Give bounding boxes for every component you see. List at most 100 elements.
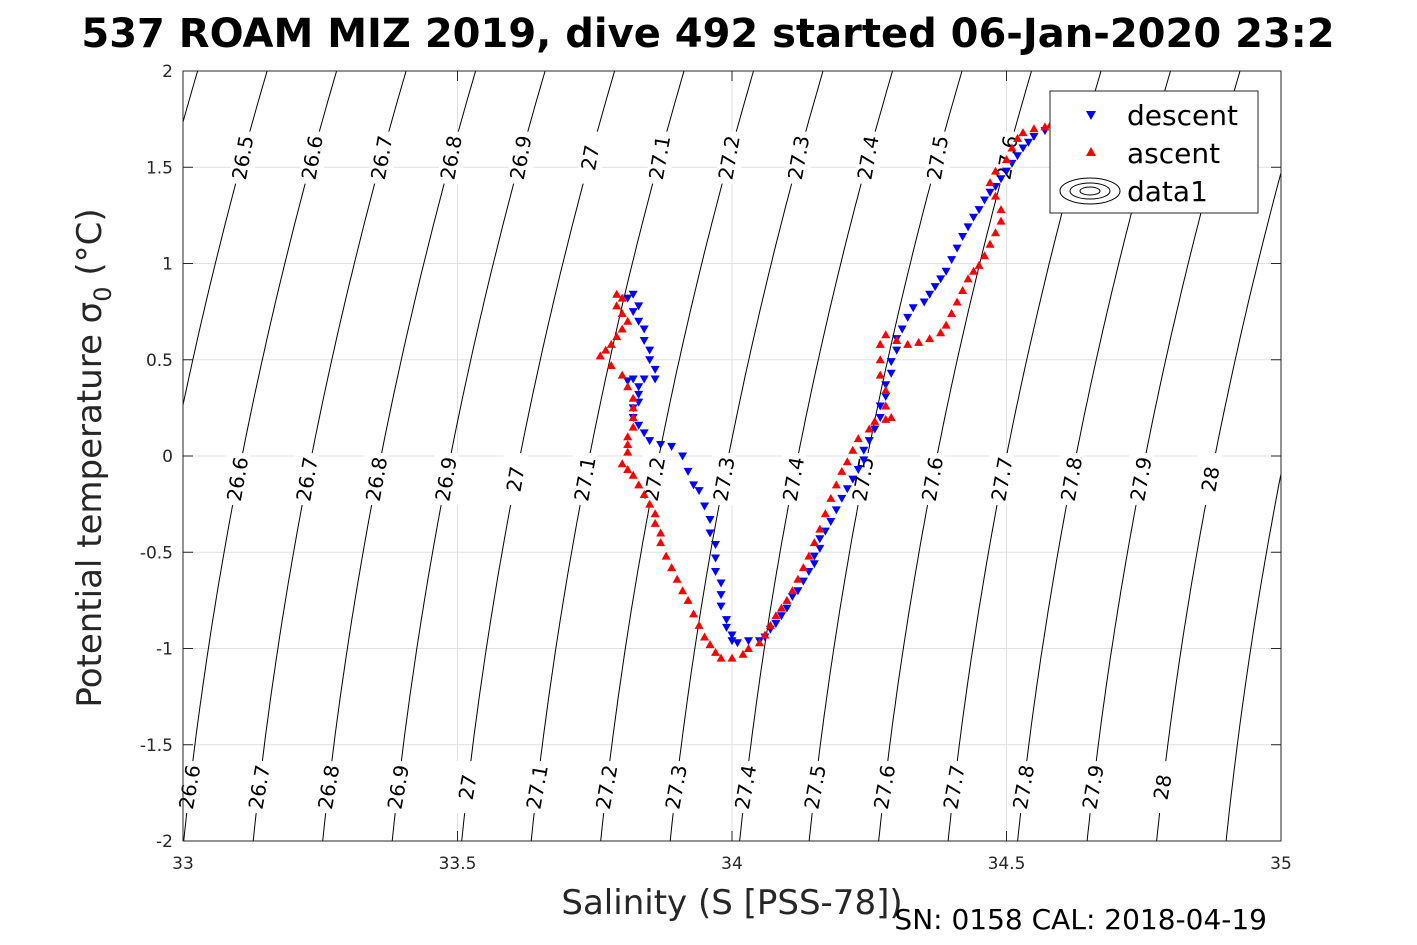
descent-marker (881, 392, 891, 401)
ascent-marker (914, 337, 924, 346)
ascent-marker (771, 611, 781, 620)
descent-marker (667, 442, 677, 451)
descent-marker (716, 579, 726, 588)
ascent-marker (711, 647, 721, 656)
y-tick-label: -2 (156, 832, 173, 852)
ascent-marker (804, 551, 814, 560)
isopycnal-label-bg (733, 761, 758, 814)
descent-marker (919, 298, 929, 307)
y-tick-label: 2 (162, 62, 173, 82)
isopycnal-label-bg (594, 761, 619, 814)
isopycnal-label-bg (503, 453, 528, 506)
y-axis-ticks: -2 -1.5 -1 -0.5 0 0.5 1 1.5 2 (140, 62, 1281, 852)
descent-marker (969, 213, 979, 222)
descent-marker (645, 437, 655, 446)
isopycnal-labels: 26.5 26.6 26.7 26.8 26.9 27 27.1 27.2 27.3 27.4 27… (174, 131, 1224, 814)
ascent-marker (853, 434, 863, 443)
ascent-marker (985, 178, 995, 187)
isopycnal-label-bg (364, 453, 389, 506)
isopycnal-label-bg (1198, 453, 1223, 506)
isopycnal-label-bg (925, 131, 950, 184)
ascent-marker (700, 632, 710, 641)
isopycnal-label-bg (434, 453, 459, 506)
ascent-marker (793, 574, 803, 583)
isopycnal-label-bg (856, 131, 881, 184)
descent-marker (837, 494, 847, 503)
ascent-marker (623, 464, 633, 473)
descent-marker (1012, 152, 1022, 161)
ascent-marker (963, 274, 973, 283)
legend-contour-icon (1059, 177, 1121, 205)
isopycnal-line (183, 71, 199, 124)
descent-marker (722, 616, 732, 625)
ascent-marker (743, 644, 753, 652)
legend-box (1049, 90, 1259, 214)
descent-marker (782, 604, 792, 613)
isopycnal-label-bg (1150, 761, 1175, 814)
descent-marker (645, 356, 655, 365)
isopycnal-label-bg (872, 761, 897, 814)
y-axis-label: Potential temperature σ0 (°C) (70, 208, 117, 707)
descent-marker (974, 206, 984, 215)
ascent-marker (612, 332, 622, 341)
ascent-marker (601, 345, 611, 354)
descent-marker (1023, 138, 1033, 147)
isopycnal-label-bg (989, 453, 1014, 506)
descent-marker (831, 506, 841, 515)
isopycnal-label-bg (1081, 761, 1106, 814)
x-axis-label: Salinity (S [PSS-78]) (561, 883, 902, 923)
series-descent (623, 115, 1083, 648)
ascent-marker (991, 228, 1001, 237)
isopycnal-label-bg (920, 453, 945, 506)
y-tick-label: 1 (162, 255, 173, 275)
isopycnal-label-bg (525, 761, 550, 814)
isopycnal-label-bg (295, 453, 320, 506)
isopycnal-label-bg (247, 761, 272, 814)
x-axis-ticks: 33 33.5 34 34.5 35 (172, 71, 1292, 874)
isopycnal-line (1296, 71, 1417, 841)
descent-marker (639, 337, 649, 345)
ascent-marker (1002, 155, 1011, 164)
x-tick-label: 34.5 (988, 854, 1026, 874)
y-tick-label: -0.5 (140, 543, 173, 563)
descent-marker (716, 591, 726, 600)
descent-marker (930, 283, 940, 292)
isopycnal-label-bg (369, 131, 394, 184)
ascent-marker (678, 586, 688, 595)
ascent-marker (1012, 133, 1022, 142)
ascent-marker (875, 355, 885, 364)
ascent-marker (820, 509, 830, 518)
ascent-marker (650, 518, 660, 527)
ascent-marker (623, 447, 633, 456)
ascent-marker (628, 403, 638, 412)
descent-marker (875, 402, 885, 411)
ascent-marker (716, 653, 726, 662)
legend-descent-marker (1086, 111, 1096, 120)
descent-marker (936, 275, 946, 284)
y-tick-label: -1 (156, 640, 173, 660)
descent-marker (776, 612, 786, 621)
ascent-marker (875, 370, 885, 379)
descent-marker (793, 587, 803, 596)
isopycnal-label-bg (942, 761, 967, 814)
isopycnal-label: 27 (454, 772, 482, 801)
descent-marker (683, 467, 693, 476)
descent-marker (732, 639, 742, 648)
descent-marker (809, 560, 819, 569)
descent-marker (628, 308, 638, 317)
descent-marker (842, 485, 852, 494)
descent-marker (996, 175, 1006, 184)
ascent-marker (634, 480, 644, 489)
ascent-marker (727, 653, 737, 662)
ascent-marker (628, 413, 638, 421)
isopycnal-label-bg (230, 131, 255, 184)
ascent-marker (870, 416, 880, 425)
ascent-marker (903, 339, 913, 348)
ascent-marker (705, 640, 715, 649)
isopycnal-label-bg (177, 761, 202, 814)
calibration-footer: SN: 0158 CAL: 2018-04-19 (894, 903, 1267, 936)
ascent-marker (656, 528, 666, 537)
ascent-marker (881, 386, 891, 395)
descent-marker (815, 535, 825, 544)
